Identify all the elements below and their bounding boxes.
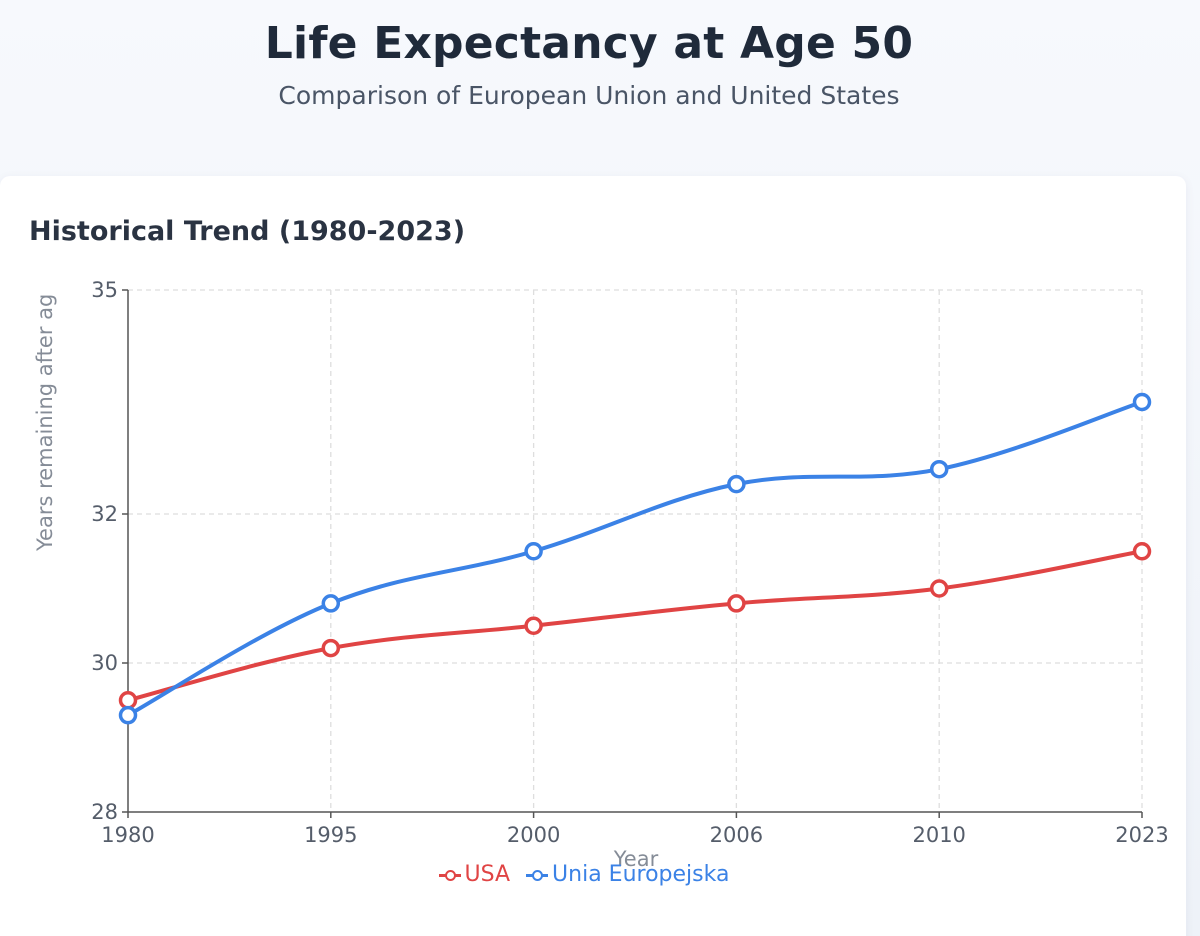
- chart-legend: USA Unia Europejska: [0, 862, 1168, 887]
- x-tick-label-2010: 2010: [912, 823, 965, 847]
- page-subtitle: Comparison of European Union and United …: [278, 81, 900, 110]
- data-point-usa-2023: [1132, 542, 1152, 561]
- data-point-usa-2006: [727, 594, 746, 613]
- chart-card: Historical Trend (1980-2023): [0, 176, 1186, 936]
- data-point-usa-2010: [929, 579, 949, 598]
- y-tick-label-35: 35: [91, 278, 118, 302]
- page-title: Life Expectancy at Age 50: [264, 18, 914, 69]
- y-tick-label-30: 30: [91, 651, 118, 675]
- legend-item-eu[interactable]: Unia Europejska: [526, 862, 729, 887]
- data-point-eu-2023: [1132, 392, 1152, 412]
- data-point-eu-1980: [118, 705, 138, 725]
- legend-label-usa: USA: [464, 862, 511, 887]
- legend-label-eu: Unia Europejska: [552, 862, 730, 887]
- x-tick-label-1980: 1980: [101, 823, 154, 847]
- x-axis-title: Year: [613, 847, 659, 871]
- legend-item-usa[interactable]: USA: [438, 862, 511, 887]
- x-tick-label-2023: 2023: [1115, 823, 1168, 847]
- data-point-usa-2000: [524, 616, 543, 635]
- data-point-eu-1995: [321, 594, 341, 613]
- series-line-usa: [126, 549, 1144, 703]
- data-point-eu-2006: [727, 474, 746, 494]
- data-point-eu-2010: [929, 459, 949, 479]
- y-tick-label-28: 28: [91, 800, 118, 824]
- header: Life Expectancy at Age 50 Comparison of …: [0, 0, 1178, 110]
- data-point-usa-1995: [321, 638, 341, 658]
- legend-eu-line-icon: [526, 869, 549, 881]
- x-tick-label-2000: 2000: [507, 823, 560, 847]
- y-tick-label-32: 32: [91, 502, 118, 526]
- series-line-eu: [126, 400, 1144, 718]
- y-axis-title: Years remaining after ag: [33, 294, 57, 552]
- x-tick-label-2006: 2006: [710, 823, 763, 847]
- data-point-usa-1980: [118, 691, 138, 710]
- data-point-eu-2000: [524, 542, 543, 561]
- chart-card-title: Historical Trend (1980-2023): [29, 216, 466, 247]
- x-tick-label-1995: 1995: [304, 823, 357, 847]
- legend-usa-line-icon: [438, 869, 461, 881]
